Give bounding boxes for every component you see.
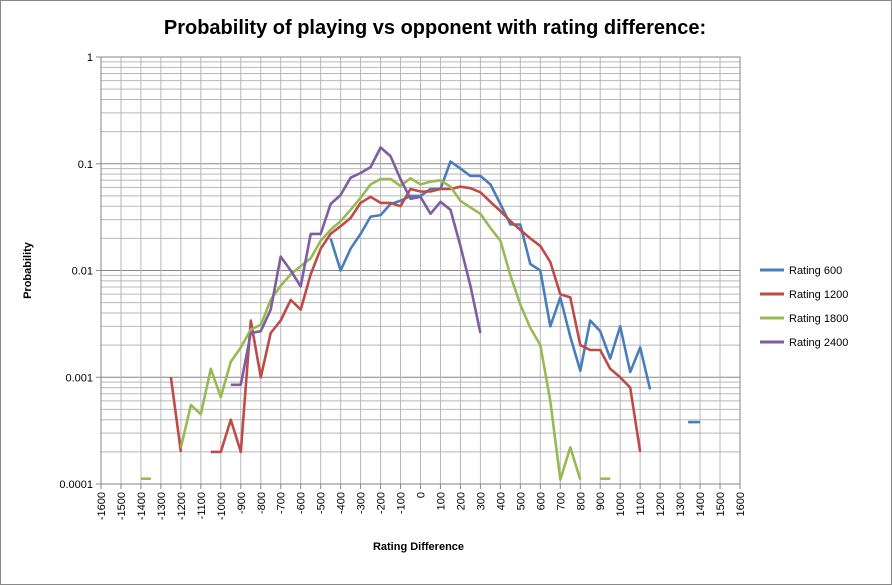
x-tick-label: 1000 — [615, 492, 627, 516]
x-tick-label: 200 — [455, 492, 467, 510]
x-tick-label: 100 — [435, 492, 447, 510]
series-line-rating-1200 — [169, 377, 183, 453]
x-tick-label: -300 — [356, 492, 368, 514]
x-tick-label: 500 — [515, 492, 527, 510]
legend-label-rating-600: Rating 600 — [789, 265, 842, 277]
x-tick-label: -500 — [316, 492, 328, 514]
chart-title: Probability of playing vs opponent with … — [164, 17, 706, 39]
x-tick-label: -1300 — [156, 492, 168, 520]
x-axis-label: Rating Difference — [373, 541, 464, 553]
legend-label-rating-2400: Rating 2400 — [789, 337, 848, 349]
x-tick-label: -1400 — [136, 492, 148, 520]
x-tick-label: 0 — [416, 492, 428, 498]
x-tick-label: 1500 — [715, 492, 727, 516]
x-tick-label: -200 — [376, 492, 388, 514]
series-line-rating-1800 — [179, 177, 582, 481]
x-tick-label: -900 — [236, 492, 248, 514]
x-tick-label: -100 — [396, 492, 408, 514]
x-tick-label: -1500 — [116, 492, 128, 520]
x-tick-label: 700 — [555, 492, 567, 510]
legend-label-rating-1800: Rating 1800 — [789, 313, 848, 325]
x-tick-label: 1600 — [735, 492, 747, 516]
x-tick-label: 800 — [575, 492, 587, 510]
x-tick-label: 600 — [535, 492, 547, 510]
gridlines — [100, 57, 741, 485]
y-axis-ticks: 1 0.1 0.01 0.001 0.0001 — [59, 52, 101, 491]
y-tick-label: 0.01 — [72, 266, 93, 278]
x-tick-label: 1300 — [675, 492, 687, 516]
x-tick-label: -1200 — [176, 492, 188, 520]
x-tick-label: -800 — [256, 492, 268, 514]
x-tick-label: 1400 — [695, 492, 707, 516]
y-tick-label: 1 — [87, 52, 93, 64]
x-tick-label: -1600 — [96, 492, 108, 520]
x-axis-ticks: -1600 -1500 -1400 -1300 -1200 -1100 -1000 -900-… — [96, 484, 747, 520]
x-tick-label: 900 — [595, 492, 607, 510]
legend: Rating 600 Rating 1200 Rating 1800 Rating 2… — [760, 265, 848, 349]
x-tick-label: 300 — [475, 492, 487, 510]
x-tick-label: 400 — [495, 492, 507, 510]
series-line-rating-1200 — [210, 185, 642, 454]
x-tick-label: -1100 — [196, 492, 208, 519]
x-tick-label: 1100 — [635, 492, 647, 516]
series-line-rating-600 — [329, 160, 652, 390]
y-tick-label: 0.001 — [65, 372, 93, 384]
x-tick-label: -400 — [336, 492, 348, 514]
legend-label-rating-1200: Rating 1200 — [789, 289, 848, 301]
series-lines — [140, 146, 701, 481]
x-tick-label: 1200 — [655, 492, 667, 516]
y-tick-label: 0.0001 — [59, 479, 93, 491]
x-tick-label: -1000 — [216, 492, 228, 520]
y-tick-label: 0.1 — [78, 159, 93, 171]
x-tick-label: -700 — [276, 492, 288, 514]
y-axis-label: Probability — [22, 241, 34, 299]
series-line-rating-2400 — [230, 146, 482, 387]
x-tick-label: -600 — [296, 492, 308, 514]
